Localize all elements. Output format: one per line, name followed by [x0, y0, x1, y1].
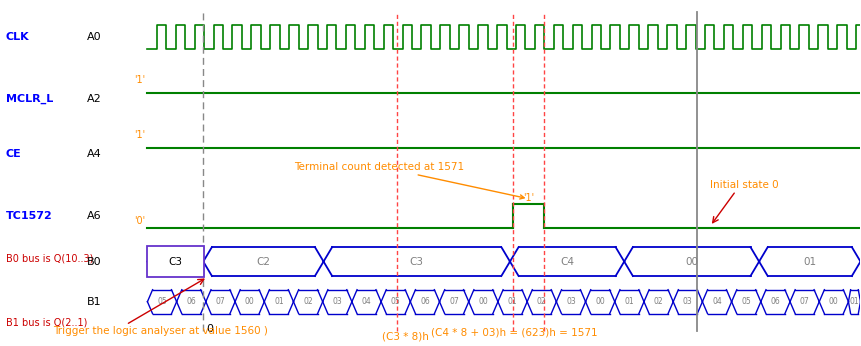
Text: 00: 00 — [478, 297, 487, 306]
Text: 03: 03 — [332, 297, 342, 306]
Text: 05: 05 — [390, 297, 400, 306]
Text: '1': '1' — [133, 75, 145, 85]
Text: 00: 00 — [245, 297, 254, 306]
Text: A4: A4 — [87, 149, 102, 159]
Text: (C3 * 8)h: (C3 * 8)h — [381, 331, 428, 341]
Text: 06: 06 — [419, 297, 430, 306]
Text: TC1572: TC1572 — [6, 211, 53, 221]
Text: 06: 06 — [186, 297, 196, 306]
Text: 02: 02 — [653, 297, 663, 306]
Text: 04: 04 — [362, 297, 371, 306]
Text: Trigger the logic analyser at value 1560 ): Trigger the logic analyser at value 1560… — [53, 326, 268, 336]
Text: 05: 05 — [740, 297, 750, 306]
Text: 02: 02 — [536, 297, 546, 306]
Text: 01: 01 — [624, 297, 634, 306]
Text: B0 bus is Q(10..3): B0 bus is Q(10..3) — [6, 254, 93, 264]
Text: 02: 02 — [303, 297, 313, 306]
Text: Terminal count detected at 1571: Terminal count detected at 1571 — [294, 162, 523, 199]
Text: MCLR_L: MCLR_L — [6, 94, 53, 104]
Text: '1': '1' — [133, 130, 145, 140]
Text: 03: 03 — [566, 297, 575, 306]
Text: 03: 03 — [682, 297, 692, 306]
Text: 04: 04 — [711, 297, 721, 306]
Text: 07: 07 — [449, 297, 458, 306]
Text: C3: C3 — [409, 256, 424, 266]
Text: 0: 0 — [207, 324, 214, 334]
Text: 01: 01 — [802, 256, 815, 266]
Text: (C4 * 8 + 03)h = (623)h = 1571: (C4 * 8 + 03)h = (623)h = 1571 — [430, 327, 597, 337]
Text: CLK: CLK — [6, 33, 29, 43]
Text: '1': '1' — [523, 192, 533, 202]
Text: 06: 06 — [770, 297, 779, 306]
Text: A6: A6 — [87, 211, 102, 221]
Text: Initial state 0: Initial state 0 — [709, 180, 777, 190]
Text: B1 bus is Q(2..1): B1 bus is Q(2..1) — [6, 317, 87, 327]
Text: 01: 01 — [849, 297, 858, 306]
Text: 07: 07 — [215, 297, 225, 306]
Text: A2: A2 — [87, 94, 102, 104]
Text: '0': '0' — [133, 216, 145, 226]
Text: 05: 05 — [157, 297, 167, 306]
Text: 00: 00 — [684, 256, 697, 266]
Text: 00: 00 — [828, 297, 838, 306]
Text: 00: 00 — [595, 297, 604, 306]
Text: B0: B0 — [87, 256, 102, 266]
Text: 07: 07 — [799, 297, 808, 306]
Text: C2: C2 — [256, 256, 270, 266]
Text: B1: B1 — [87, 297, 102, 307]
FancyBboxPatch shape — [146, 246, 204, 277]
Text: 01: 01 — [274, 297, 283, 306]
Text: C3: C3 — [168, 256, 183, 266]
Text: 01: 01 — [507, 297, 517, 306]
Text: CE: CE — [6, 149, 22, 159]
Text: A0: A0 — [87, 33, 102, 43]
Text: C4: C4 — [560, 256, 573, 266]
